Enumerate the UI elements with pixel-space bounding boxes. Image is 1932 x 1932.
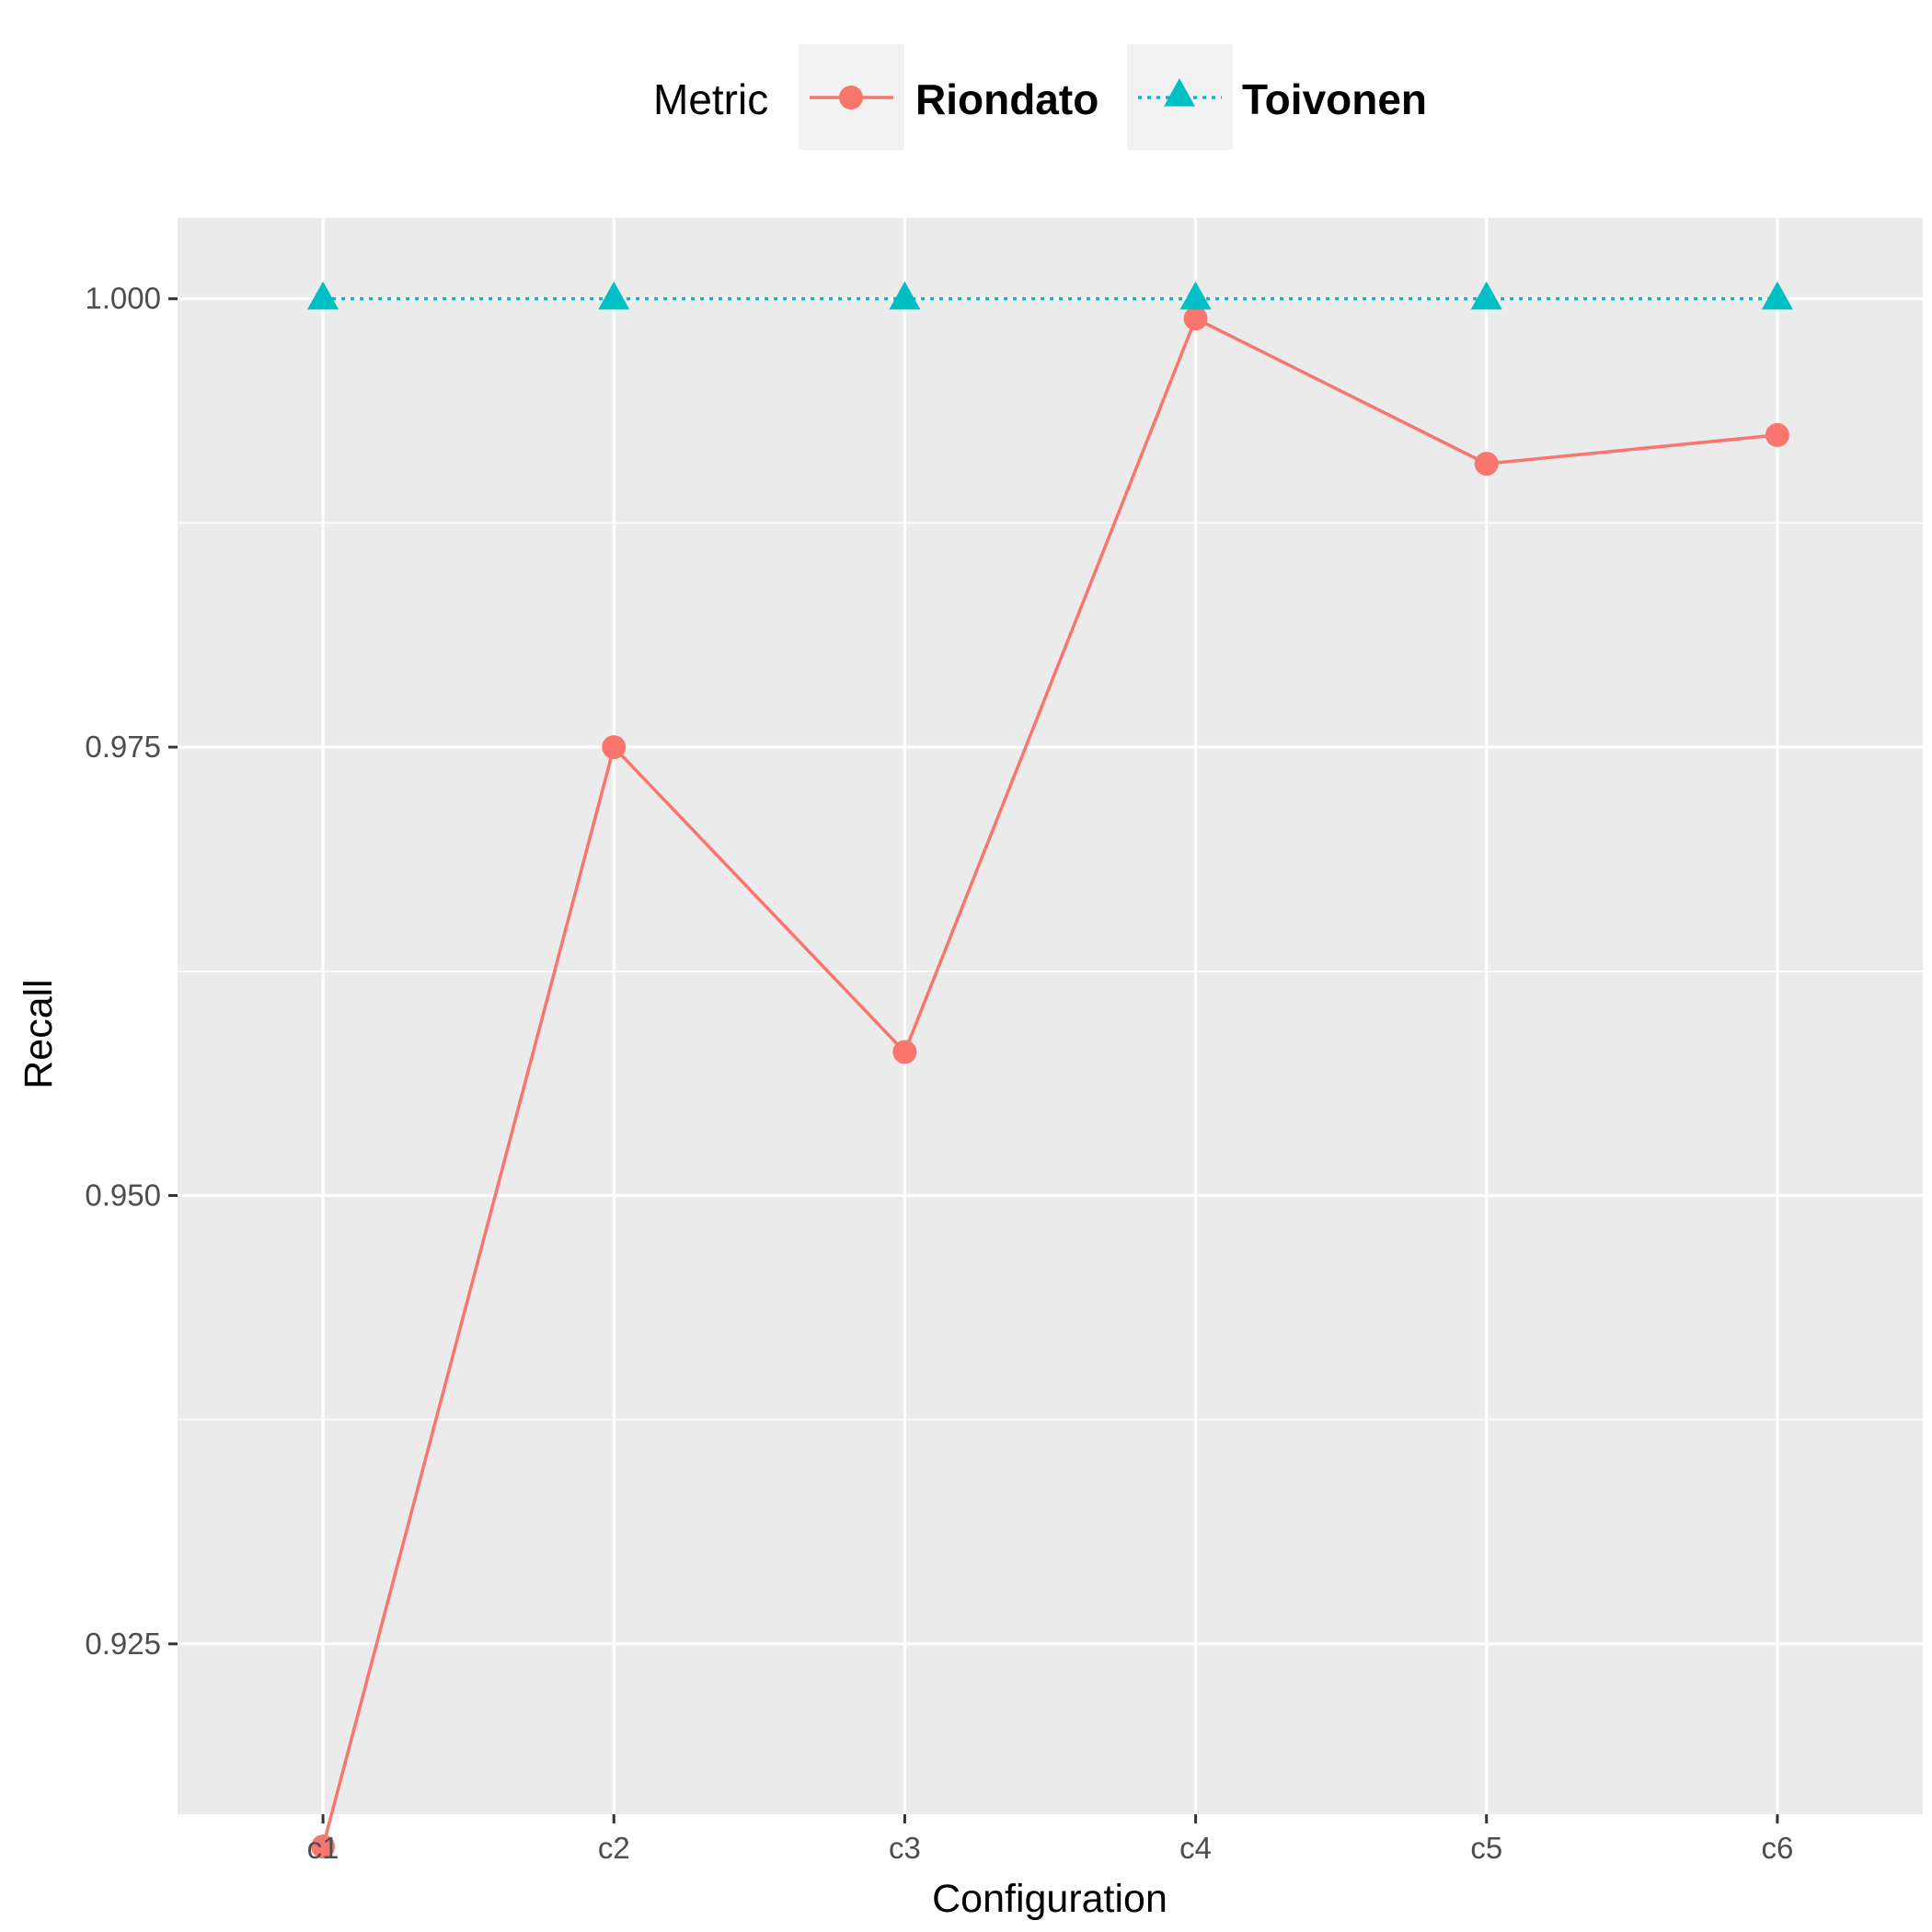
data-point-toivonen <box>1470 281 1502 310</box>
series-line-riondato <box>321 316 1778 1847</box>
plot-panel <box>178 218 1923 1814</box>
x-tick-label: c3 <box>889 1831 921 1865</box>
data-point-toivonen <box>307 281 339 310</box>
data-point-toivonen <box>889 281 921 310</box>
legend-key-toivonen-marker <box>1164 78 1195 107</box>
data-point-riondato <box>1474 452 1499 477</box>
data-point-riondato <box>311 1834 336 1859</box>
y-tick-label: 0.925 <box>85 1627 161 1661</box>
minor-gridlines <box>178 522 1923 1420</box>
major-gridlines <box>178 218 1923 1814</box>
data-point-riondato <box>602 735 627 760</box>
legend-title: Metric <box>653 75 768 123</box>
x-axis: c1 c2 c3 c4 c5 c6 <box>307 1814 1793 1865</box>
legend-label-riondato: Riondato <box>915 75 1098 123</box>
y-axis-title: Recall <box>17 979 61 1089</box>
legend-key-riondato-marker <box>839 86 863 109</box>
data-point-riondato <box>1183 306 1208 331</box>
y-tick-label: 0.975 <box>85 730 161 764</box>
legend-label-toivonen: Toivonen <box>1242 75 1427 123</box>
x-axis-title: Configuration <box>932 1877 1167 1921</box>
data-point-toivonen <box>598 281 630 310</box>
data-point-riondato <box>1765 422 1789 447</box>
y-tick-label: 0.950 <box>85 1178 161 1212</box>
data-point-toivonen <box>1761 281 1793 310</box>
data-point-riondato <box>892 1040 917 1064</box>
x-tick-label: c6 <box>1761 1831 1793 1865</box>
x-tick-label: c5 <box>1470 1831 1502 1865</box>
series-layer <box>307 281 1793 1859</box>
y-tick-label: 1.000 <box>85 282 161 316</box>
data-point-toivonen <box>1179 281 1212 310</box>
legend: Metric Riondato Toivonen <box>653 44 1427 150</box>
y-axis: 0.925 0.950 0.975 1.000 <box>85 282 178 1661</box>
x-tick-label: c2 <box>598 1831 630 1865</box>
x-tick-label: c1 <box>307 1831 339 1865</box>
x-tick-label: c4 <box>1179 1831 1212 1865</box>
